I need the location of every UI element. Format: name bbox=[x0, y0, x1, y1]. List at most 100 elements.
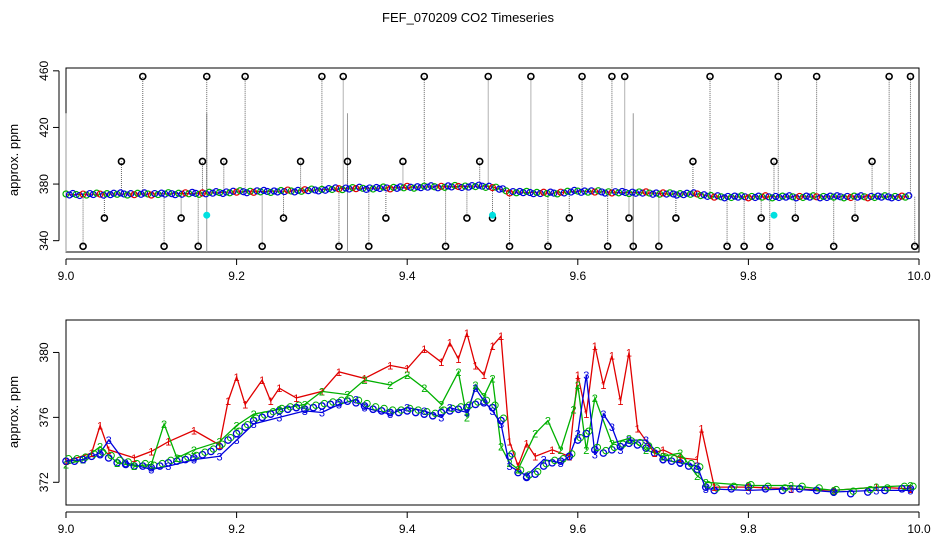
channel-2-point bbox=[226, 433, 235, 442]
channel-2-label: 2 bbox=[387, 380, 393, 392]
baseline-point bbox=[294, 186, 302, 194]
channel-1-label: 1 bbox=[276, 383, 282, 395]
channel-2-point bbox=[576, 433, 584, 442]
outlier-point bbox=[241, 72, 249, 81]
channel-3-point bbox=[215, 442, 224, 451]
baseline-point bbox=[625, 190, 633, 198]
channel-3-point bbox=[386, 408, 394, 417]
baseline-point bbox=[505, 189, 514, 197]
channel-1-label: 1 bbox=[421, 344, 427, 356]
channel-2-label: 2 bbox=[907, 481, 913, 493]
channel-3-label: 3 bbox=[506, 461, 512, 473]
baseline-point bbox=[802, 192, 811, 200]
channel-2-label: 2 bbox=[216, 437, 222, 449]
channel-1-label: 1 bbox=[677, 453, 683, 465]
channel-2-point bbox=[218, 440, 226, 448]
baseline-point bbox=[540, 188, 548, 196]
x-tick-label: 9.0 bbox=[58, 269, 75, 283]
channel-2-point bbox=[508, 450, 516, 458]
baseline-point bbox=[823, 193, 831, 202]
baseline-point bbox=[137, 190, 145, 198]
channel-1-label: 1 bbox=[242, 399, 248, 411]
channel-2-label: 2 bbox=[251, 409, 257, 421]
baseline-point bbox=[76, 191, 84, 200]
channel-1-label: 1 bbox=[745, 482, 751, 494]
baseline-point bbox=[567, 188, 575, 196]
channel-2-label: 2 bbox=[575, 380, 581, 392]
channel-2-label: 2 bbox=[558, 445, 564, 457]
channel-3-point bbox=[556, 457, 565, 466]
outlier-point bbox=[194, 242, 203, 251]
channel-2-label: 2 bbox=[161, 419, 167, 431]
channel-3-point bbox=[173, 457, 181, 466]
channel-3-point bbox=[360, 402, 369, 410]
baseline-point bbox=[806, 193, 814, 201]
baseline-point bbox=[116, 189, 125, 197]
channel-3-point bbox=[164, 458, 173, 467]
baseline-point bbox=[557, 188, 565, 196]
baseline-series bbox=[62, 181, 913, 202]
channel-2-point bbox=[661, 453, 670, 461]
channel-2-point bbox=[295, 401, 303, 409]
channel-2-label: 2 bbox=[438, 399, 444, 411]
outlier-point bbox=[885, 72, 893, 81]
baseline-point bbox=[219, 189, 227, 198]
outlier-point bbox=[202, 72, 211, 81]
channel-3-label: 3 bbox=[438, 412, 444, 424]
channel-2-label: 2 bbox=[404, 370, 410, 382]
channel-2-point bbox=[423, 407, 431, 416]
channel-3-label: 3 bbox=[165, 461, 171, 473]
baseline-point bbox=[369, 185, 377, 193]
baseline-point bbox=[826, 192, 834, 200]
outlier-point bbox=[655, 242, 663, 251]
outlier-point bbox=[765, 242, 774, 251]
channel-3-point bbox=[335, 398, 343, 407]
outlier-point bbox=[620, 72, 629, 81]
baseline-point bbox=[147, 191, 155, 199]
baseline-point bbox=[181, 189, 190, 197]
outlier-point bbox=[339, 72, 348, 81]
baseline-point bbox=[635, 188, 643, 196]
channel-1-label: 1 bbox=[89, 448, 95, 460]
channel-2-point bbox=[644, 442, 653, 450]
baseline-point bbox=[277, 186, 285, 195]
baseline-point bbox=[461, 182, 469, 190]
baseline-point bbox=[813, 193, 821, 201]
baseline-point bbox=[840, 194, 848, 202]
baseline-point bbox=[765, 193, 773, 201]
outlier-point bbox=[382, 214, 390, 222]
baseline-point bbox=[331, 184, 340, 192]
channel-1-label: 1 bbox=[472, 360, 478, 372]
channel-3-label: 3 bbox=[191, 455, 197, 467]
channel-3-label: 3 bbox=[336, 399, 342, 411]
baseline-point bbox=[543, 189, 551, 198]
channel-1-label: 1 bbox=[438, 357, 444, 369]
x-tick-label: 9.4 bbox=[399, 269, 416, 283]
channel-3-label: 3 bbox=[276, 412, 282, 424]
baseline-point bbox=[632, 189, 640, 197]
figure-title: FEF_070209 CO2 Timeseries bbox=[382, 10, 554, 25]
baseline-point bbox=[120, 190, 128, 198]
outlier-point bbox=[868, 157, 876, 166]
channel-2-label: 2 bbox=[489, 373, 495, 385]
baseline-point bbox=[99, 191, 108, 199]
baseline-point bbox=[864, 194, 872, 202]
outlier-point bbox=[335, 242, 343, 251]
baseline-point bbox=[512, 189, 520, 197]
y-tick-label: 372 bbox=[37, 472, 51, 492]
baseline-point bbox=[888, 194, 896, 202]
channel-3-point bbox=[181, 455, 190, 464]
channel-3-label: 3 bbox=[626, 435, 632, 447]
channel-2-point bbox=[141, 459, 149, 468]
channel-3-label: 3 bbox=[80, 455, 86, 467]
channel-2-point bbox=[747, 481, 755, 489]
x-tick-label: 9.8 bbox=[740, 269, 757, 283]
channel-2-label: 2 bbox=[276, 404, 282, 416]
channel-2-point bbox=[713, 484, 721, 492]
channel-3-label: 3 bbox=[788, 484, 794, 496]
channel-3-point bbox=[70, 457, 79, 466]
baseline-point bbox=[379, 183, 387, 191]
channel-3-point bbox=[113, 458, 122, 467]
baseline-point bbox=[383, 184, 391, 192]
